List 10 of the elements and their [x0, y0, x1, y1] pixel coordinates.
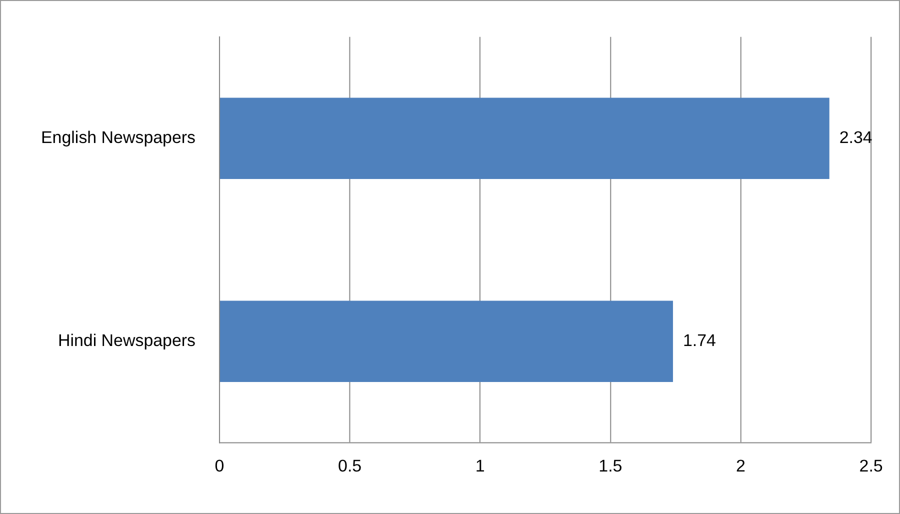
data-label: 2.34 [839, 128, 872, 148]
y-tick-label: Hindi Newspapers [58, 331, 196, 350]
x-tick-label: 0 [214, 456, 224, 476]
x-tick-label: 1 [475, 456, 485, 476]
x-tick-label: 1.5 [598, 456, 622, 476]
x-tick-label: 0.5 [338, 456, 362, 476]
x-tick-label: 2 [736, 456, 746, 476]
data-label: 1.74 [682, 331, 716, 350]
y-tick-label: English Newspapers [41, 128, 196, 148]
x-tick-label: 2.5 [859, 456, 883, 476]
